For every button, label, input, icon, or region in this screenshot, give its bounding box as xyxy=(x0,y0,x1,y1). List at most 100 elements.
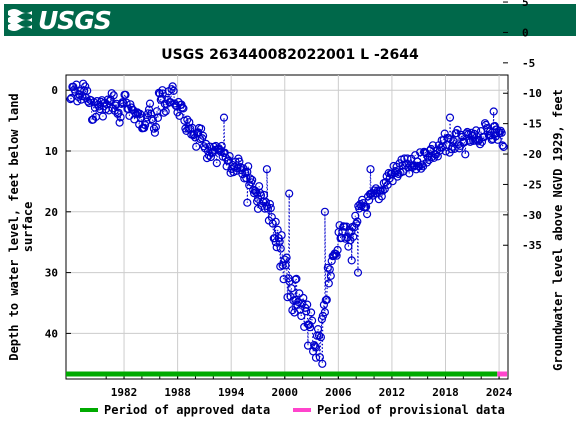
data-point xyxy=(116,113,125,122)
data-point xyxy=(460,138,469,147)
legend-provisional-label: Period of provisional data xyxy=(317,403,505,417)
usgs-logo[interactable]: USGS xyxy=(6,5,112,35)
data-point xyxy=(212,159,221,168)
data-point xyxy=(403,154,412,163)
data-point xyxy=(445,113,455,122)
data-point xyxy=(353,268,363,277)
data-point xyxy=(287,284,296,293)
data-point xyxy=(104,106,113,115)
data-point xyxy=(320,207,329,216)
x-tick-label: 1988 xyxy=(164,386,191,399)
data-point xyxy=(235,157,244,166)
data-point xyxy=(219,113,229,122)
data-point xyxy=(299,293,308,303)
data-point xyxy=(477,137,487,146)
data-point xyxy=(266,204,275,213)
data-point xyxy=(141,120,150,130)
data-point xyxy=(147,114,157,124)
data-point xyxy=(332,251,341,260)
data-point xyxy=(404,163,413,172)
data-point xyxy=(262,165,271,174)
data-point xyxy=(476,140,485,149)
data-point xyxy=(150,128,159,137)
right-axis-label: Groundwater level above NGVD 1929, feet xyxy=(551,89,565,371)
data-point xyxy=(109,91,118,100)
x-tick-label: 2012 xyxy=(379,386,406,399)
data-point xyxy=(277,231,286,240)
data-point xyxy=(333,245,342,255)
data-point xyxy=(242,174,251,183)
data-point xyxy=(418,160,427,169)
left-tick-label: 10 xyxy=(45,145,58,158)
data-point xyxy=(394,169,403,179)
data-point xyxy=(285,189,294,198)
data-point xyxy=(349,232,358,241)
data-point xyxy=(497,128,506,137)
data-point xyxy=(244,162,253,171)
data-point xyxy=(472,126,481,135)
data-point xyxy=(114,108,123,117)
data-point xyxy=(377,192,386,201)
data-point xyxy=(115,118,124,127)
data-point xyxy=(317,315,326,324)
data-point xyxy=(310,341,319,350)
data-point xyxy=(452,129,461,138)
data-point xyxy=(347,256,356,265)
data-point xyxy=(179,104,188,113)
data-point xyxy=(461,150,470,159)
data-point xyxy=(311,343,321,352)
data-point xyxy=(311,353,321,362)
data-point xyxy=(144,109,153,118)
data-point xyxy=(371,184,380,193)
legend-approved-label: Period of approved data xyxy=(104,403,270,417)
usgs-logo-text: USGS xyxy=(38,5,112,35)
data-point xyxy=(225,152,234,161)
data-point xyxy=(276,244,285,253)
x-tick-label: 2006 xyxy=(325,386,352,399)
data-point xyxy=(422,158,432,167)
data-point xyxy=(118,98,127,107)
data-point xyxy=(316,333,325,342)
data-point xyxy=(366,165,375,174)
chart-title: USGS 263440082022001 L -2644 xyxy=(161,47,419,63)
usgs-banner: USGS xyxy=(4,4,576,36)
data-point xyxy=(151,122,160,132)
data-point xyxy=(136,109,145,119)
data-point xyxy=(453,125,462,134)
data-point xyxy=(278,261,287,270)
right-tick-label: -10 xyxy=(522,87,542,100)
series-path xyxy=(70,83,505,364)
x-tick-label: 1994 xyxy=(218,386,245,399)
data-point xyxy=(433,152,442,161)
data-point xyxy=(271,217,280,226)
data-point xyxy=(159,108,168,117)
right-tick-label: -15 xyxy=(522,118,542,131)
data-point xyxy=(324,279,333,288)
left-tick-label: 30 xyxy=(45,267,58,280)
right-tick-label: -20 xyxy=(522,148,542,161)
data-point xyxy=(192,142,201,151)
data-point xyxy=(378,186,387,195)
data-point xyxy=(243,198,252,207)
data-point xyxy=(498,141,507,150)
data-point xyxy=(246,174,255,183)
right-tick-label: 5 xyxy=(522,0,529,9)
data-point xyxy=(265,199,274,209)
data-point xyxy=(105,96,114,106)
data-point xyxy=(81,82,90,91)
data-point xyxy=(178,103,187,112)
data-point xyxy=(337,233,346,242)
data-point xyxy=(83,86,92,95)
data-point xyxy=(273,225,282,234)
data-point xyxy=(326,271,335,280)
data-point xyxy=(121,90,130,99)
left-axis: 0 10 20 30 40 xyxy=(45,84,71,340)
x-axis: 1982 1988 1994 2000 2006 2012 2018 2024 xyxy=(105,374,513,399)
data-point xyxy=(153,113,162,123)
right-tick-label: -5 xyxy=(522,57,535,70)
data-point xyxy=(280,255,289,264)
data-point xyxy=(243,167,252,177)
data-point xyxy=(499,142,508,151)
x-tick-label: 2000 xyxy=(272,386,299,399)
data-point xyxy=(263,204,272,213)
